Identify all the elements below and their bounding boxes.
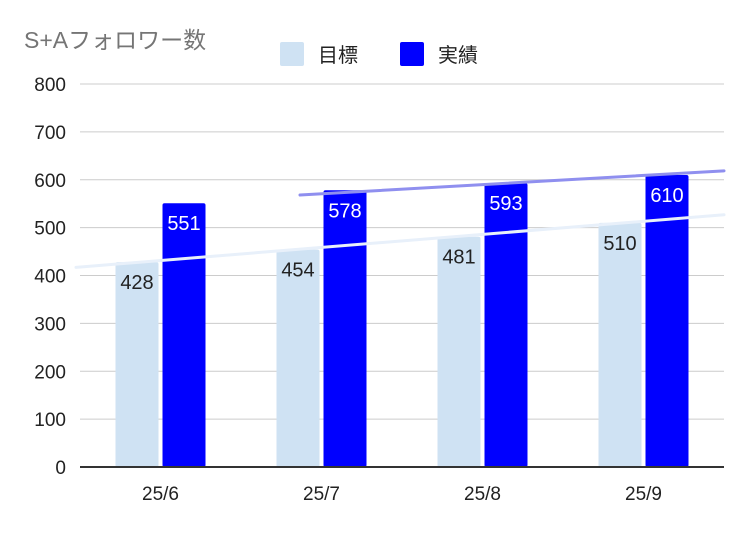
data-labels: 428 551 454 578 481 593 510 610 [120, 185, 683, 294]
chart-title: S+Aフォロワー数 [24, 27, 206, 53]
x-tick-label: 25/6 [142, 484, 179, 505]
bar [645, 174, 689, 467]
x-tick-label: 25/9 [625, 484, 662, 505]
x-axis-ticks: 25/6 25/7 25/8 25/9 [142, 484, 662, 505]
data-label: 510 [603, 233, 636, 255]
x-tick-label: 25/8 [464, 484, 501, 505]
y-tick-label: 300 [34, 314, 66, 335]
trendline [74, 213, 726, 269]
y-tick-label: 700 [34, 123, 66, 144]
data-label: 481 [442, 247, 475, 269]
trendline [298, 169, 726, 197]
y-axis-ticks: 0 100 200 300 400 500 600 700 800 [34, 75, 66, 479]
data-label: 428 [120, 272, 153, 294]
bar [484, 183, 528, 467]
bar [598, 222, 642, 467]
bar [323, 190, 367, 467]
x-tick-label: 25/7 [303, 484, 340, 505]
y-tick-label: 0 [55, 458, 66, 479]
y-tick-label: 600 [34, 171, 66, 192]
legend-swatch [400, 42, 424, 66]
legend-swatch [280, 42, 304, 66]
y-tick-label: 200 [34, 362, 66, 383]
data-label: 454 [281, 260, 314, 282]
bar [437, 236, 481, 467]
bar [276, 249, 320, 467]
y-tick-label: 100 [34, 410, 66, 431]
y-tick-label: 800 [34, 75, 66, 96]
bar [115, 262, 159, 467]
bars [115, 174, 689, 468]
bar [162, 203, 206, 468]
data-label: 578 [328, 200, 361, 222]
legend: 目標 実績 [280, 42, 478, 67]
legend-label: 実績 [438, 44, 478, 67]
data-label: 593 [489, 193, 522, 215]
trendlines [74, 169, 726, 269]
y-tick-label: 400 [34, 267, 66, 288]
data-label: 551 [167, 213, 200, 235]
data-label: 610 [650, 185, 683, 207]
legend-label: 目標 [318, 44, 358, 67]
y-tick-label: 500 [34, 219, 66, 240]
